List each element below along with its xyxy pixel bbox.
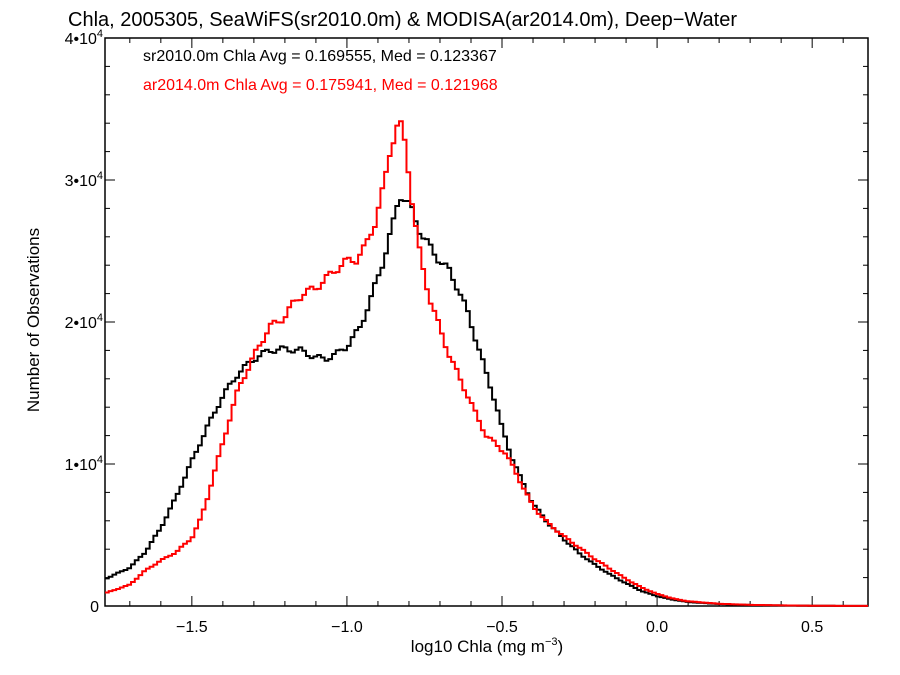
x-tick-label: 0.5 (801, 619, 823, 636)
legend-annotation-ar2014: ar2014.0m Chla Avg = 0.175941, Med = 0.1… (143, 77, 498, 94)
y-tick-label: 4•104 (65, 28, 103, 48)
plot-frame (104, 37, 869, 607)
x-axis-title-sup: −3 (545, 636, 558, 648)
y-tick-label: 0 (90, 599, 99, 616)
y-tick-label-mantissa: 3•10 (65, 173, 97, 190)
y-tick-label: 3•104 (65, 170, 103, 190)
x-tick-label: 0.0 (646, 619, 668, 636)
x-axis-title-main: log10 Chla (mg m (411, 637, 545, 656)
x-tick-label: −1.5 (176, 619, 208, 636)
series-layer (105, 120, 868, 607)
y-tick-label-exponent: 4 (97, 454, 103, 466)
y-tick-label-mantissa: 4•10 (65, 31, 97, 48)
y-tick-label-exponent: 4 (97, 170, 103, 182)
series-sr2010-line (105, 199, 868, 607)
y-axis-title: Number of Observations (24, 228, 43, 412)
chart-title: Chla, 2005305, SeaWiFS(sr2010.0m) & MODI… (68, 9, 737, 31)
x-axis-title-end: ) (558, 637, 564, 656)
x-tick-label: −0.5 (486, 619, 518, 636)
y-tick-label-mantissa: 2•10 (65, 315, 97, 332)
x-tick-label: −1.0 (331, 619, 363, 636)
legend-annotation-sr2010: sr2010.0m Chla Avg = 0.169555, Med = 0.1… (143, 48, 497, 65)
y-tick-label: 2•104 (65, 312, 103, 332)
y-tick-label-mantissa: 1•10 (65, 457, 97, 474)
x-axis-title: log10 Chla (mg m−3) (411, 636, 563, 656)
axis-ticks (105, 37, 868, 607)
y-tick-label-exponent: 4 (97, 312, 103, 324)
y-tick-label: 1•104 (65, 454, 103, 474)
series-ar2014-line (105, 120, 868, 607)
y-tick-label-exponent: 4 (97, 28, 103, 40)
y-tick-label-mantissa: 0 (90, 599, 99, 616)
